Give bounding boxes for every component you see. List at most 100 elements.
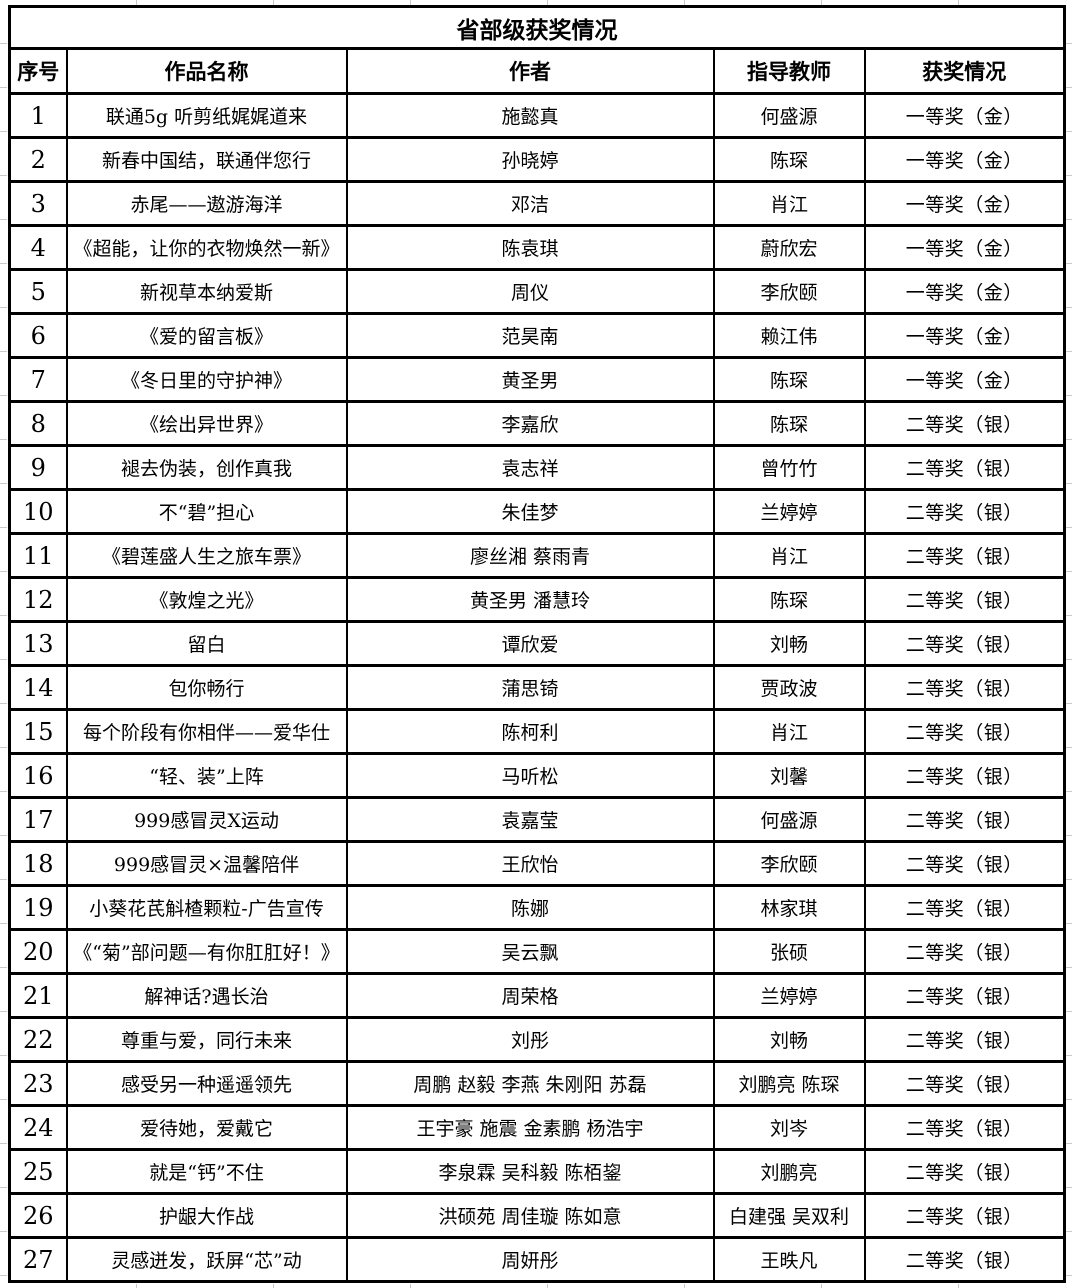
cell-work-title: 褪去伪装，创作真我: [65, 444, 348, 491]
cell-teacher: 刘鹏亮: [712, 1148, 866, 1195]
cell-row-number: 15: [8, 708, 68, 755]
cell-row-number: 25: [8, 1148, 68, 1195]
cell-work-title: 每个阶段有你相伴——爱华仕: [65, 708, 348, 755]
cell-authors: 陈袁琪: [345, 224, 715, 271]
cell-authors: 施懿真: [345, 92, 715, 139]
table-title: 省部级获奖情况: [8, 5, 1066, 50]
cell-award: 二等奖（银）: [863, 576, 1066, 623]
cell-row-number: 26: [8, 1192, 68, 1239]
award-table: 省部级获奖情况 序号 作品名称 作者 指导教师 获奖情况 1 联通5g 听剪纸娓…: [8, 5, 1067, 1283]
table-row: 3 赤尾——遨游海洋 邓洁 肖江 一等奖（金）: [8, 180, 1066, 227]
table-row: 24 爱待她，爱戴它 王宇豪 施震 金素鹏 杨浩宇 刘岑 二等奖（银）: [8, 1104, 1066, 1151]
table-row: 25 就是“钙”不住 李泉霖 吴科毅 陈栢鋆 刘鹏亮 二等奖（银）: [8, 1148, 1066, 1195]
table-row: 18 999感冒灵×温馨陪伴 王欣怡 李欣颐 二等奖（银）: [8, 840, 1066, 887]
cell-award: 二等奖（银）: [863, 1236, 1066, 1283]
cell-award: 二等奖（银）: [863, 884, 1066, 931]
cell-row-number: 23: [8, 1060, 68, 1107]
cell-teacher: 刘畅: [712, 620, 866, 667]
table-row: 26 护龈大作战 洪硕苑 周佳璇 陈如意 白建强 吴双利 二等奖（银）: [8, 1192, 1066, 1239]
cell-teacher: 何盛源: [712, 796, 866, 843]
cell-authors: 马听松: [345, 752, 715, 799]
col-header-author: 作者: [345, 47, 715, 95]
cell-teacher: 曾竹竹: [712, 444, 866, 491]
col-header-no: 序号: [8, 47, 68, 95]
cell-teacher: 陈琛: [712, 576, 866, 623]
table-row: 15 每个阶段有你相伴——爱华仕 陈柯利 肖江 二等奖（银）: [8, 708, 1066, 755]
cell-work-title: 999感冒灵×温馨陪伴: [65, 840, 348, 887]
cell-authors: 陈柯利: [345, 708, 715, 755]
cell-award: 二等奖（银）: [863, 972, 1066, 1019]
cell-teacher: 刘鹏亮 陈琛: [712, 1060, 866, 1107]
cell-authors: 周妍彤: [345, 1236, 715, 1283]
cell-award: 二等奖（银）: [863, 1192, 1066, 1239]
cell-teacher: 兰婷婷: [712, 488, 866, 535]
cell-teacher: 肖江: [712, 708, 866, 755]
cell-authors: 黄圣男 潘慧玲: [345, 576, 715, 623]
table-row: 23 感受另一种遥遥领先 周鹏 赵毅 李燕 朱刚阳 苏磊 刘鹏亮 陈琛 二等奖（…: [8, 1060, 1066, 1107]
cell-authors: 朱佳梦: [345, 488, 715, 535]
table-header-row: 序号 作品名称 作者 指导教师 获奖情况: [8, 47, 1066, 95]
table-row: 12 《敦煌之光》 黄圣男 潘慧玲 陈琛 二等奖（银）: [8, 576, 1066, 623]
spreadsheet-gridlines-right: [1065, 0, 1072, 1288]
table-row: 8 《绘出异世界》 李嘉欣 陈琛 二等奖（银）: [8, 400, 1066, 447]
cell-row-number: 10: [8, 488, 68, 535]
table-row: 11 《碧莲盛人生之旅车票》 廖丝湘 蔡雨青 肖江 二等奖（银）: [8, 532, 1066, 579]
cell-row-number: 27: [8, 1236, 68, 1283]
table-body: 1 联通5g 听剪纸娓娓道来 施懿真 何盛源 一等奖（金） 2 新春中国结，联通…: [8, 92, 1066, 1283]
cell-award: 一等奖（金）: [863, 136, 1066, 183]
cell-award: 二等奖（银）: [863, 1060, 1066, 1107]
cell-authors: 范昊南: [345, 312, 715, 359]
cell-teacher: 李欣颐: [712, 840, 866, 887]
cell-award: 二等奖（银）: [863, 840, 1066, 887]
cell-award: 二等奖（银）: [863, 664, 1066, 711]
cell-authors: 李嘉欣: [345, 400, 715, 447]
cell-row-number: 4: [8, 224, 68, 271]
cell-work-title: 灵感迸发，跃屏“芯”动: [65, 1236, 348, 1283]
cell-row-number: 11: [8, 532, 68, 579]
cell-teacher: 张硕: [712, 928, 866, 975]
cell-work-title: 《冬日里的守护神》: [65, 356, 348, 403]
table-row: 2 新春中国结，联通伴您行 孙晓婷 陈琛 一等奖（金）: [8, 136, 1066, 183]
cell-award: 二等奖（银）: [863, 1104, 1066, 1151]
cell-work-title: 999感冒灵X运动: [65, 796, 348, 843]
cell-authors: 周仪: [345, 268, 715, 315]
cell-work-title: 不“碧”担心: [65, 488, 348, 535]
cell-work-title: 护龈大作战: [65, 1192, 348, 1239]
cell-authors: 吴云飘: [345, 928, 715, 975]
cell-teacher: 蔚欣宏: [712, 224, 866, 271]
cell-authors: 孙晓婷: [345, 136, 715, 183]
cell-award: 一等奖（金）: [863, 356, 1066, 403]
cell-row-number: 9: [8, 444, 68, 491]
spreadsheet-gridlines-bottom: [0, 1284, 1072, 1288]
cell-work-title: 包你畅行: [65, 664, 348, 711]
col-header-work: 作品名称: [65, 47, 348, 95]
cell-authors: 谭欣爱: [345, 620, 715, 667]
cell-authors: 邓洁: [345, 180, 715, 227]
cell-authors: 陈娜: [345, 884, 715, 931]
table-title-row: 省部级获奖情况: [8, 5, 1066, 50]
table-row: 21 解神话?遇长治 周荣格 兰婷婷 二等奖（银）: [8, 972, 1066, 1019]
cell-teacher: 刘馨: [712, 752, 866, 799]
cell-teacher: 兰婷婷: [712, 972, 866, 1019]
cell-authors: 黄圣男: [345, 356, 715, 403]
table-row: 16 “轻、装”上阵 马听松 刘馨 二等奖（银）: [8, 752, 1066, 799]
cell-work-title: 《超能，让你的衣物焕然一新》: [65, 224, 348, 271]
cell-row-number: 21: [8, 972, 68, 1019]
table-row: 19 小葵花芪斛楂颗粒-广告宣传 陈娜 林家琪 二等奖（银）: [8, 884, 1066, 931]
table-row: 9 褪去伪装，创作真我 袁志祥 曾竹竹 二等奖（银）: [8, 444, 1066, 491]
cell-work-title: 《“菊”部问题—有你肛肛好！》: [65, 928, 348, 975]
cell-row-number: 1: [8, 92, 68, 139]
cell-authors: 周鹏 赵毅 李燕 朱刚阳 苏磊: [345, 1060, 715, 1107]
cell-work-title: 《敦煌之光》: [65, 576, 348, 623]
table-row: 10 不“碧”担心 朱佳梦 兰婷婷 二等奖（银）: [8, 488, 1066, 535]
cell-teacher: 赖江伟: [712, 312, 866, 359]
cell-award: 一等奖（金）: [863, 224, 1066, 271]
cell-row-number: 20: [8, 928, 68, 975]
cell-award: 一等奖（金）: [863, 312, 1066, 359]
table-row: 14 包你畅行 蒲思锜 贾政波 二等奖（银）: [8, 664, 1066, 711]
cell-work-title: 《绘出异世界》: [65, 400, 348, 447]
cell-award: 一等奖（金）: [863, 92, 1066, 139]
cell-row-number: 5: [8, 268, 68, 315]
cell-row-number: 14: [8, 664, 68, 711]
spreadsheet-gridlines-top: [0, 0, 1072, 5]
